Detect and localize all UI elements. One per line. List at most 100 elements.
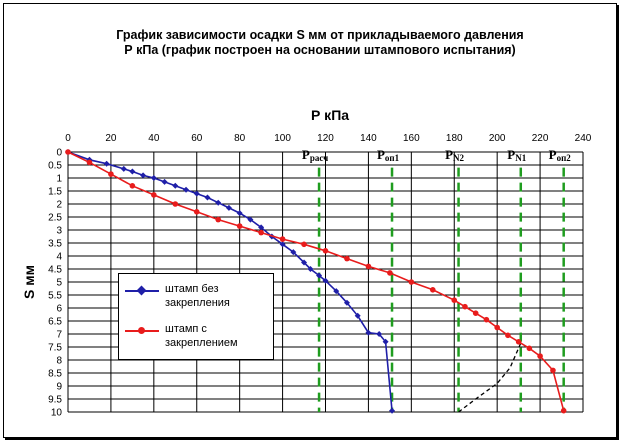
- x-axis-title: Р кПа: [311, 107, 349, 123]
- series-1-point: [389, 407, 396, 414]
- series: [65, 149, 567, 414]
- y-tick-label: 8: [56, 356, 62, 367]
- chart-title-line-1: График зависимости осадки S мм от прикла…: [116, 28, 524, 42]
- series-1-point: [258, 224, 265, 231]
- annotation-4: PN1: [507, 147, 526, 163]
- legend-label-series-1: штамп без закрепления: [165, 283, 230, 309]
- chart-title-line-2: Р кПа (график построен на основании штам…: [124, 43, 516, 57]
- y-tick-label: 7: [56, 330, 62, 341]
- x-tick-label: 20: [105, 133, 117, 144]
- y-tick-label: 6.5: [48, 317, 62, 328]
- series-1-point: [354, 312, 361, 319]
- series-2-point: [322, 248, 329, 254]
- series-1-point: [120, 165, 127, 172]
- series-1-point: [150, 175, 157, 181]
- series-1-point: [333, 288, 340, 295]
- y-tick-label: 7.5: [48, 343, 62, 354]
- series-2-point: [505, 332, 511, 339]
- series-2-point: [526, 345, 533, 352]
- series-1-point: [382, 338, 389, 345]
- series-2-point: [172, 201, 179, 207]
- series-1-point: [365, 329, 372, 336]
- series-1-point: [183, 186, 190, 193]
- series-2-point: [515, 339, 522, 345]
- series-2-point: [215, 216, 222, 223]
- legend: штамп без закрепления штамп с закреплени…: [118, 273, 274, 360]
- chart-title: График зависимости осадки S мм от прикла…: [40, 28, 600, 58]
- legend-label-series-2: штамп с закреплением: [165, 323, 238, 349]
- x-tick-label: 160: [403, 133, 420, 144]
- annotation-2: Pоп1: [377, 147, 400, 163]
- series-1-point: [215, 199, 222, 206]
- y-tick-label: 1.5: [48, 187, 62, 198]
- series-2-point: [279, 236, 286, 242]
- y-tick-label: 5.5: [48, 291, 62, 302]
- series-2-point: [451, 297, 458, 304]
- series-2-point: [472, 310, 479, 317]
- series-2-point: [301, 241, 307, 248]
- x-ticks: 0 20 40 60 80 100 120 140 160 180 200 220 240: [65, 133, 592, 144]
- series-2-point: [408, 279, 415, 285]
- x-tick-label: 100: [274, 133, 291, 144]
- series-2-point: [494, 324, 500, 331]
- series-2-point: [193, 209, 200, 215]
- y-tick-label: 3.5: [48, 239, 62, 250]
- y-tick-label: 4: [56, 252, 62, 263]
- series-1-point: [225, 204, 232, 211]
- series-1-point: [279, 241, 286, 248]
- vertical-markers: [317, 167, 565, 413]
- series-2-point: [387, 270, 393, 276]
- y-tick-label: 0: [56, 148, 62, 159]
- series-1-point: [316, 272, 323, 279]
- y-tick-label: 4.5: [48, 265, 62, 276]
- annotation-5: Pоп2: [549, 147, 572, 163]
- x-tick-label: 40: [148, 133, 160, 144]
- series-1-point: [322, 277, 329, 284]
- y-tick-label: 2.5: [48, 213, 62, 224]
- series-1-point: [236, 210, 243, 217]
- legend-item-series-1: штамп без закрепления: [125, 282, 265, 310]
- series-2-point: [550, 367, 556, 374]
- series-2-point: [258, 229, 264, 236]
- series-2-point: [151, 192, 157, 198]
- series-1-point: [204, 194, 211, 201]
- annotation-3: PN2: [445, 147, 464, 163]
- x-tick-label: 120: [317, 133, 334, 144]
- annotations: Pрасч Pоп1 PN2 PN1 Pоп2: [302, 147, 571, 163]
- series-2-point: [108, 171, 114, 177]
- series-2-point: [344, 255, 350, 262]
- y-tick-label: 0.5: [48, 161, 62, 172]
- series-1-point: [376, 331, 383, 337]
- series-2-point: [65, 149, 71, 155]
- y-axis-title: S мм: [21, 265, 37, 299]
- series-1-point: [140, 172, 147, 179]
- chart-frame: [3, 3, 617, 438]
- legend-symbol-series-1: [125, 285, 159, 297]
- series-2-point: [537, 353, 543, 359]
- y-tick-label: 9.5: [48, 395, 62, 406]
- dashed-curve: [458, 342, 522, 413]
- x-tick-label: 60: [191, 133, 203, 144]
- x-tick-label: 0: [65, 133, 71, 144]
- x-tick-label: 180: [446, 133, 463, 144]
- x-tick-label: 140: [360, 133, 377, 144]
- series-1-point: [307, 266, 314, 272]
- y-ticks: 0 0.5 1 1.5 2 2.5 3 3.5 4 4.5 5 5.5 6 6.5 7 7.5 8 8.5 9 9.5…: [48, 148, 62, 419]
- series-2-point: [462, 303, 468, 310]
- y-tick-label: 10: [51, 408, 63, 419]
- series-1-point: [129, 168, 136, 175]
- series-2-point: [86, 159, 93, 166]
- legend-item-series-2: штамп с закреплением: [125, 322, 265, 350]
- series-1-point: [161, 178, 168, 185]
- series-2-point: [560, 407, 567, 414]
- series-1-point: [290, 249, 297, 256]
- series-1-point: [247, 216, 254, 223]
- y-tick-label: 9: [56, 382, 62, 393]
- x-tick-label: 80: [234, 133, 246, 144]
- series-1-point: [103, 160, 110, 167]
- series-2-point: [483, 316, 490, 323]
- y-tick-label: 2: [56, 200, 62, 211]
- annotation-1: Pрасч: [302, 147, 328, 163]
- series-1-point: [301, 259, 308, 266]
